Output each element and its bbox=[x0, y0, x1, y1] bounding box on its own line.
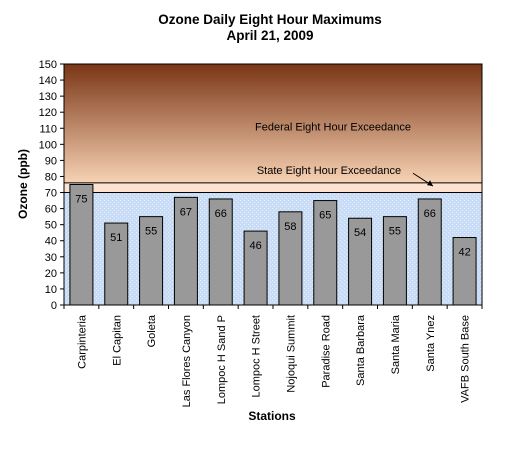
y-axis-label: Ozone (ppb) bbox=[16, 149, 30, 219]
y-tick-label: 90 bbox=[45, 155, 57, 167]
x-tick-label: Las Flores Canyon bbox=[181, 315, 193, 407]
x-tick-label: Santa Barbara bbox=[355, 314, 367, 386]
data-label: 75 bbox=[75, 194, 87, 206]
x-tick-label: Goleta bbox=[146, 314, 158, 347]
data-label: 55 bbox=[389, 226, 401, 238]
x-tick-label: Santa Maria bbox=[390, 314, 402, 374]
x-tick-label: Carpinteria bbox=[76, 314, 88, 369]
federal-exceedance-band bbox=[64, 64, 482, 183]
y-tick-label: 50 bbox=[45, 220, 57, 232]
x-axis-label: Stations bbox=[248, 409, 296, 423]
data-label: 46 bbox=[249, 240, 261, 252]
x-tick-label: Paradise Road bbox=[320, 315, 332, 388]
data-label: 67 bbox=[180, 206, 192, 218]
y-tick-label: 120 bbox=[39, 107, 57, 119]
y-tick-label: 100 bbox=[39, 139, 57, 151]
y-tick-label: 20 bbox=[45, 268, 57, 280]
y-tick-label: 0 bbox=[51, 300, 57, 312]
chart-subtitle: April 21, 2009 bbox=[226, 28, 314, 43]
state-exceedance-band bbox=[64, 182, 482, 193]
x-tick-label: El Capitan bbox=[111, 315, 123, 366]
x-tick-label: Lompoc H Street bbox=[251, 315, 263, 398]
y-tick-label: 140 bbox=[39, 75, 57, 87]
y-tick-label: 130 bbox=[39, 91, 57, 103]
chart-title: Ozone Daily Eight Hour Maximums bbox=[158, 12, 382, 27]
y-tick-label: 110 bbox=[39, 123, 57, 135]
y-tick-label: 150 bbox=[39, 59, 57, 71]
x-tick-label: Nojoqui Summit bbox=[285, 315, 297, 393]
x-tick-label: VAFB South Base bbox=[460, 315, 472, 403]
data-label: 55 bbox=[145, 226, 157, 238]
y-tick-label: 30 bbox=[45, 252, 57, 264]
state-band-label: State Eight Hour Exceedance bbox=[257, 165, 401, 177]
state-band-arrowhead bbox=[427, 180, 433, 187]
y-tick-label: 60 bbox=[45, 204, 57, 216]
data-label: 54 bbox=[354, 227, 366, 239]
y-tick-label: 10 bbox=[45, 284, 57, 296]
data-label: 65 bbox=[319, 210, 331, 222]
y-tick-label: 70 bbox=[45, 188, 57, 200]
data-label: 58 bbox=[284, 221, 296, 233]
data-label: 42 bbox=[458, 247, 470, 259]
y-tick-label: 40 bbox=[45, 236, 57, 248]
x-tick-label: Lompoc H Sand P bbox=[216, 315, 228, 404]
y-tick-label: 80 bbox=[45, 171, 57, 183]
x-tick-label: Santa Ynez bbox=[425, 315, 437, 372]
data-label: 66 bbox=[424, 208, 436, 220]
data-label: 66 bbox=[215, 208, 227, 220]
federal-band-label: Federal Eight Hour Exceedance bbox=[255, 122, 411, 134]
data-label: 51 bbox=[110, 232, 122, 244]
